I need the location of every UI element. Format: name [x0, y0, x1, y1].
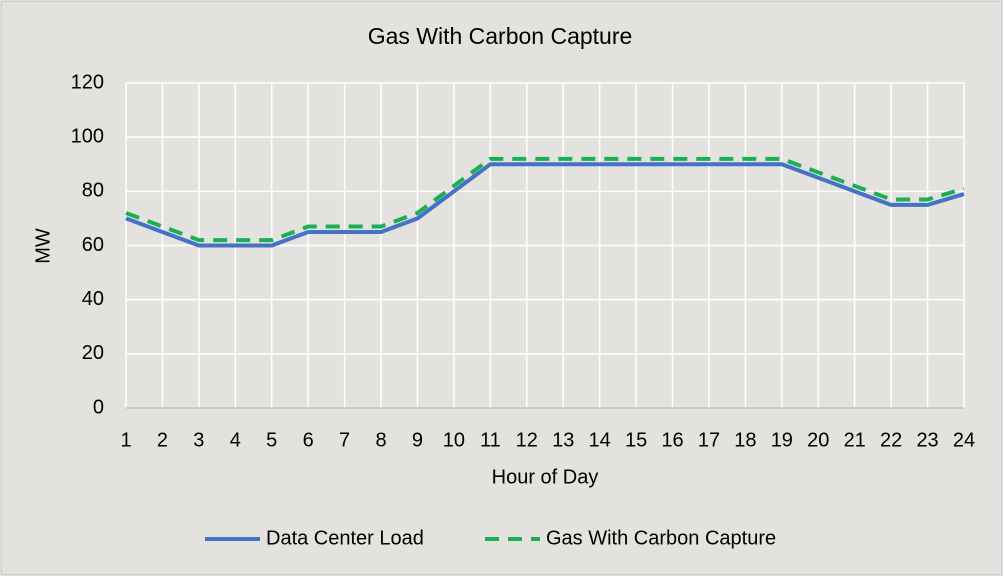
- x-tick-label: 21: [844, 429, 866, 451]
- y-tick-label: 100: [71, 125, 104, 147]
- legend-label: Data Center Load: [266, 527, 424, 549]
- x-tick-label: 20: [807, 429, 829, 451]
- x-tick-label: 5: [266, 429, 277, 451]
- data-line: [125, 162, 965, 248]
- x-tick-label: 19: [771, 429, 793, 451]
- x-tick-label: 2: [157, 429, 168, 451]
- x-tick-label: 15: [625, 429, 647, 451]
- x-tick-label: 1: [120, 429, 131, 451]
- x-tick-label: 22: [880, 429, 902, 451]
- y-tick-label: 80: [82, 180, 104, 202]
- y-tick-label: 60: [82, 234, 104, 256]
- x-tick-label: 3: [193, 429, 204, 451]
- x-tick-label: 11: [480, 429, 501, 451]
- x-tick-label: 16: [661, 429, 683, 451]
- x-tick-label: 8: [375, 429, 386, 451]
- legend-label: Gas With Carbon Capture: [546, 527, 776, 549]
- x-tick-label: 17: [698, 429, 720, 451]
- chart-title: Gas With Carbon Capture: [368, 23, 633, 49]
- x-tick-label: 12: [516, 429, 538, 451]
- y-tick-label: 120: [71, 71, 104, 93]
- y-tick-label: 40: [82, 288, 104, 310]
- x-tick-label: 24: [953, 429, 975, 451]
- x-tick-label: 10: [443, 429, 465, 451]
- data-line: [125, 156, 965, 243]
- x-tick-label: 23: [916, 429, 938, 451]
- x-tick-label: 7: [339, 429, 350, 451]
- x-tick-label: 18: [734, 429, 756, 451]
- x-tick-label: 13: [552, 429, 574, 451]
- x-tick-label: 14: [589, 429, 611, 451]
- x-axis-label: Hour of Day: [492, 466, 599, 488]
- y-tick-label: 0: [93, 396, 104, 418]
- y-tick-label: 20: [82, 342, 104, 364]
- x-tick-label: 4: [230, 429, 241, 451]
- x-tick-label: 6: [303, 429, 314, 451]
- y-axis-label: MW: [32, 228, 54, 264]
- x-tick-label: 9: [412, 429, 423, 451]
